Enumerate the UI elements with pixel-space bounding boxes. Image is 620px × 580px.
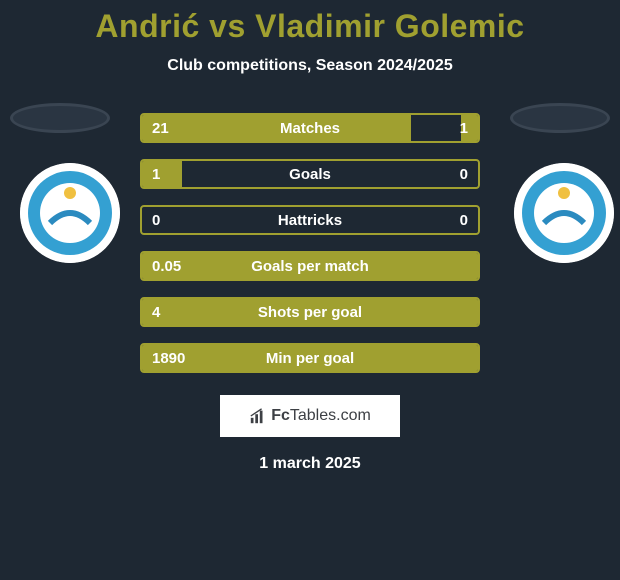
stat-row: 0.05Goals per match — [140, 251, 480, 281]
stat-row: 00Hattricks — [140, 205, 480, 235]
stats-bars: 211Matches 10Goals 00Hattricks 0.05Goals pe… — [140, 113, 480, 373]
brand-box: FcTables.com — [220, 395, 400, 437]
stat-row: 1890Min per goal — [140, 343, 480, 373]
stat-row: 10Goals — [140, 159, 480, 189]
left-player-photo — [10, 103, 110, 133]
brand-bold: Fc — [271, 407, 290, 424]
stat-row: 4Shots per goal — [140, 297, 480, 327]
stat-label: Shots per goal — [142, 304, 478, 321]
brand-text: FcTables.com — [271, 407, 371, 425]
stat-row: 211Matches — [140, 113, 480, 143]
brand-rest: Tables.com — [290, 407, 371, 424]
main-area: 211Matches 10Goals 00Hattricks 0.05Goals pe… — [0, 113, 620, 473]
left-club-logo — [20, 163, 120, 263]
stat-label: Goals per match — [142, 258, 478, 275]
page-title: Andrić vs Vladimir Golemic — [0, 0, 620, 45]
stat-label: Min per goal — [142, 350, 478, 367]
stat-label: Goals — [142, 166, 478, 183]
stat-label: Hattricks — [142, 212, 478, 229]
stat-label: Matches — [142, 120, 478, 137]
footer-date: 1 march 2025 — [0, 455, 620, 473]
right-player-photo — [510, 103, 610, 133]
right-club-logo — [514, 163, 614, 263]
page-subtitle: Club competitions, Season 2024/2025 — [0, 57, 620, 75]
chart-icon — [249, 407, 267, 425]
